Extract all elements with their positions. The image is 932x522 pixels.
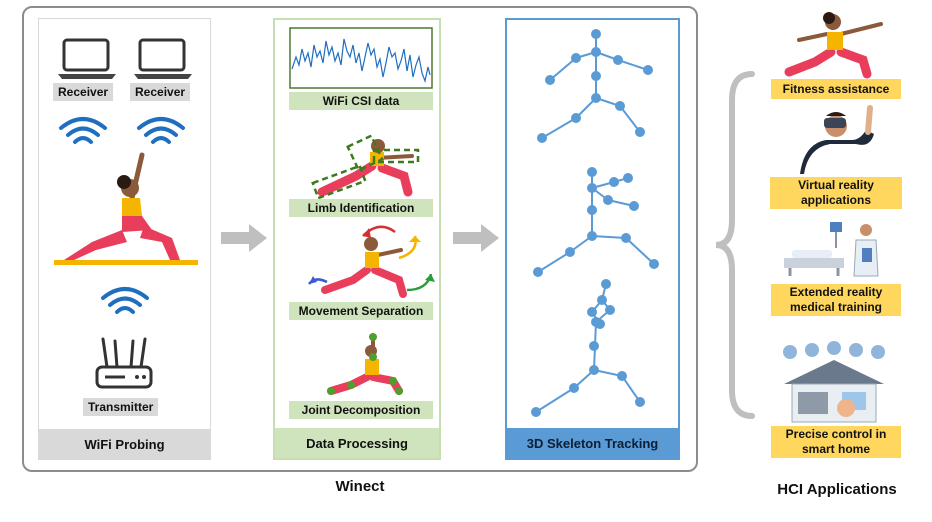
receiver-left-label: Receiver — [53, 83, 114, 101]
arrow-right-icon — [221, 224, 267, 252]
winect-frame — [22, 6, 698, 472]
router-icon — [95, 337, 153, 389]
wifi-icon — [137, 117, 185, 144]
wifi-icon — [59, 117, 107, 144]
medical-training-icon — [784, 222, 879, 277]
app-label-vr: Virtual reality applications — [770, 177, 902, 209]
hci-applications-caption: HCI Applications — [777, 481, 897, 498]
receiver-right-label: Receiver — [130, 83, 191, 101]
fitness-person-icon — [784, 12, 883, 79]
joint-label: Joint Decomposition — [289, 401, 433, 419]
limb-identification-figure — [311, 134, 420, 200]
wifi-probing-footer: WiFi Probing — [39, 429, 210, 459]
movement-label: Movement Separation — [289, 302, 433, 320]
data-processing-footer: Data Processing — [275, 428, 439, 458]
movement-separation-figure — [308, 225, 435, 298]
limb-label: Limb Identification — [289, 199, 433, 217]
vr-user-icon — [800, 105, 874, 174]
app-label-smart-home: Precise control in smart home — [771, 426, 901, 458]
skeleton-tracking-footer: 3D Skeleton Tracking — [507, 428, 678, 458]
csi-waveform — [289, 27, 433, 89]
joint-decomposition-figure — [327, 333, 403, 395]
app-label-medical: Extended reality medical training — [771, 284, 901, 316]
smart-home-icon — [783, 341, 885, 423]
wifi-icon — [101, 287, 149, 314]
winect-caption: Winect — [335, 478, 385, 495]
laptop-icon — [134, 38, 192, 79]
skeleton-figure — [537, 29, 653, 143]
skeleton-figure — [531, 279, 645, 417]
laptop-icon — [58, 38, 116, 79]
yoga-person-icon — [54, 152, 198, 265]
app-label-fitness: Fitness assistance — [771, 79, 901, 99]
skeleton-figure — [533, 167, 659, 277]
curly-brace — [715, 71, 755, 419]
transmitter-label: Transmitter — [83, 398, 159, 416]
arrow-right-icon — [453, 224, 499, 252]
csi-label: WiFi CSI data — [289, 92, 433, 110]
